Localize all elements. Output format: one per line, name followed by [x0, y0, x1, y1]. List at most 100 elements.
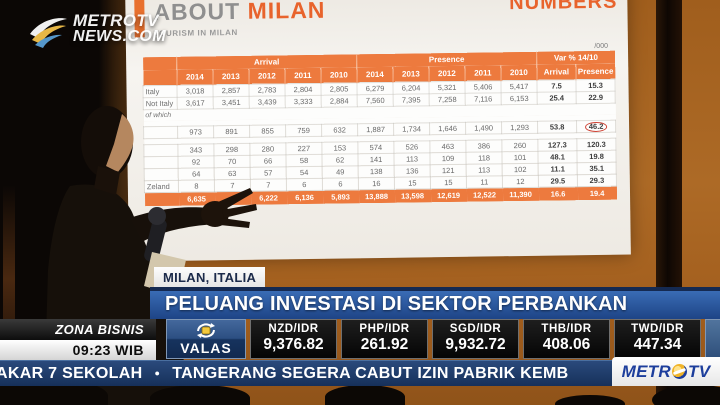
table-cell: 15: [394, 176, 431, 190]
table-cell: 5,406: [464, 80, 502, 94]
table-cell: 1,293: [501, 121, 538, 134]
table-cell: 5,417: [500, 80, 538, 93]
table-cell: 25.4: [537, 91, 577, 105]
table-cell: 2,884: [321, 94, 358, 108]
table-cell: 11,390: [502, 187, 539, 202]
table-cell: 141: [357, 153, 395, 166]
col-header: 2010: [500, 64, 537, 81]
col-header: 2011: [284, 67, 321, 84]
col-header: 2013: [392, 66, 429, 83]
table-cell: 12,619: [430, 188, 467, 203]
table-cell: 227: [285, 142, 322, 155]
table-cell: 3,018: [176, 84, 214, 98]
table-cell: 12,522: [466, 187, 503, 202]
slide-numbers-label: NUMBERS: [509, 0, 618, 15]
table-cell: 759: [285, 124, 322, 137]
col-header: 2014: [176, 69, 213, 86]
table-cell: 6,279: [356, 82, 394, 95]
table-cell: 15: [430, 176, 467, 189]
slide-title-city: MILAN: [247, 0, 326, 24]
eagle-icon: [30, 18, 67, 48]
watermark-line2: NEWS.COM: [73, 28, 166, 46]
table-cell: 5,321: [428, 81, 466, 94]
col-header: 2014: [356, 66, 393, 83]
table-cell: 136: [394, 164, 431, 178]
table-cell: 113: [466, 163, 503, 177]
audience-silhouette: [555, 395, 625, 405]
microphone: [144, 218, 167, 263]
table-cell: 6,153: [501, 92, 538, 105]
table-cell: 153: [321, 141, 358, 155]
presenter-face: [106, 114, 134, 172]
table-cell: 7,116: [465, 92, 502, 106]
table-cell: 2,783: [248, 83, 286, 97]
col-header: Presence: [575, 63, 616, 80]
table-cell: 15.3: [575, 79, 616, 92]
row-label: Italy: [142, 85, 178, 98]
table-cell: 11: [466, 175, 503, 189]
table-cell: 1,734: [393, 122, 430, 136]
table-cell: 12: [502, 175, 539, 188]
col-header: 2012: [428, 65, 465, 82]
table-cell: 13,888: [358, 189, 395, 204]
table-cell: 1,490: [465, 121, 502, 135]
audience-silhouette: [325, 385, 405, 405]
table-cell: 19.4: [577, 186, 617, 201]
channel-watermark: METROTV NEWS.COM: [28, 12, 166, 52]
table-cell: 6: [286, 178, 323, 191]
table-cell: 1,887: [357, 123, 394, 136]
table-cell: 22.9: [576, 91, 616, 104]
table-cell: 127.3: [537, 138, 577, 152]
table-cell: 463: [429, 140, 466, 153]
table-cell: 260: [501, 139, 538, 152]
group-header: Var % 14/10: [536, 50, 615, 65]
table-cell: 7,258: [429, 93, 466, 106]
table-cell: 7,395: [393, 93, 430, 107]
table-cell: 120.3: [576, 138, 616, 151]
wall-dark-stripe: [656, 0, 682, 405]
table-cell: 1,646: [429, 122, 466, 135]
table-cell: 29.3: [577, 174, 617, 187]
presenter-silhouette: [44, 106, 257, 405]
table-cell: [142, 69, 177, 86]
col-header: 2010: [320, 67, 357, 84]
watermark-line1: METROTV: [73, 11, 159, 30]
table-cell: 386: [465, 139, 502, 153]
table-cell: 19.8: [576, 150, 617, 163]
curtain-shadow: [652, 385, 720, 405]
table-cell: 53.8: [537, 120, 577, 134]
table-cell: 11.1: [538, 162, 578, 176]
col-header: 2012: [248, 68, 285, 85]
table-cell: 5,893: [322, 189, 359, 204]
col-header: Arrival: [536, 64, 576, 81]
table-cell: 29.5: [538, 174, 578, 188]
table-cell: 6,204: [392, 81, 430, 95]
table-cell: [142, 56, 177, 71]
table-cell: 58: [285, 154, 323, 167]
col-header: 2013: [212, 68, 249, 85]
table-cell: 49: [322, 165, 359, 179]
highlighted-value: 46.2: [584, 121, 608, 132]
table-cell: 62: [321, 153, 359, 167]
table-cell: 526: [393, 140, 430, 154]
table-cell: 102: [502, 163, 539, 176]
table-cell: 6: [322, 177, 359, 191]
table-cell: 6,136: [286, 190, 323, 205]
col-header: 2011: [464, 65, 501, 82]
table-cell: 35.1: [577, 162, 617, 175]
table-cell: 16: [358, 177, 395, 190]
table-cell: 2,857: [212, 84, 250, 97]
table-cell: 3,333: [285, 95, 322, 108]
table-cell: 54: [286, 166, 323, 179]
table-cell: 113: [393, 152, 431, 166]
table-cell: 109: [429, 152, 467, 165]
table-cell: 2,804: [284, 83, 322, 96]
table-cell: 101: [501, 151, 539, 164]
table-cell: 574: [357, 141, 394, 154]
table-cell: 46.2: [576, 120, 616, 133]
table-cell: 48.1: [537, 150, 578, 164]
table-cell: 13,598: [394, 188, 431, 203]
table-cell: 7.5: [536, 79, 577, 93]
audience-silhouette: [150, 385, 250, 405]
